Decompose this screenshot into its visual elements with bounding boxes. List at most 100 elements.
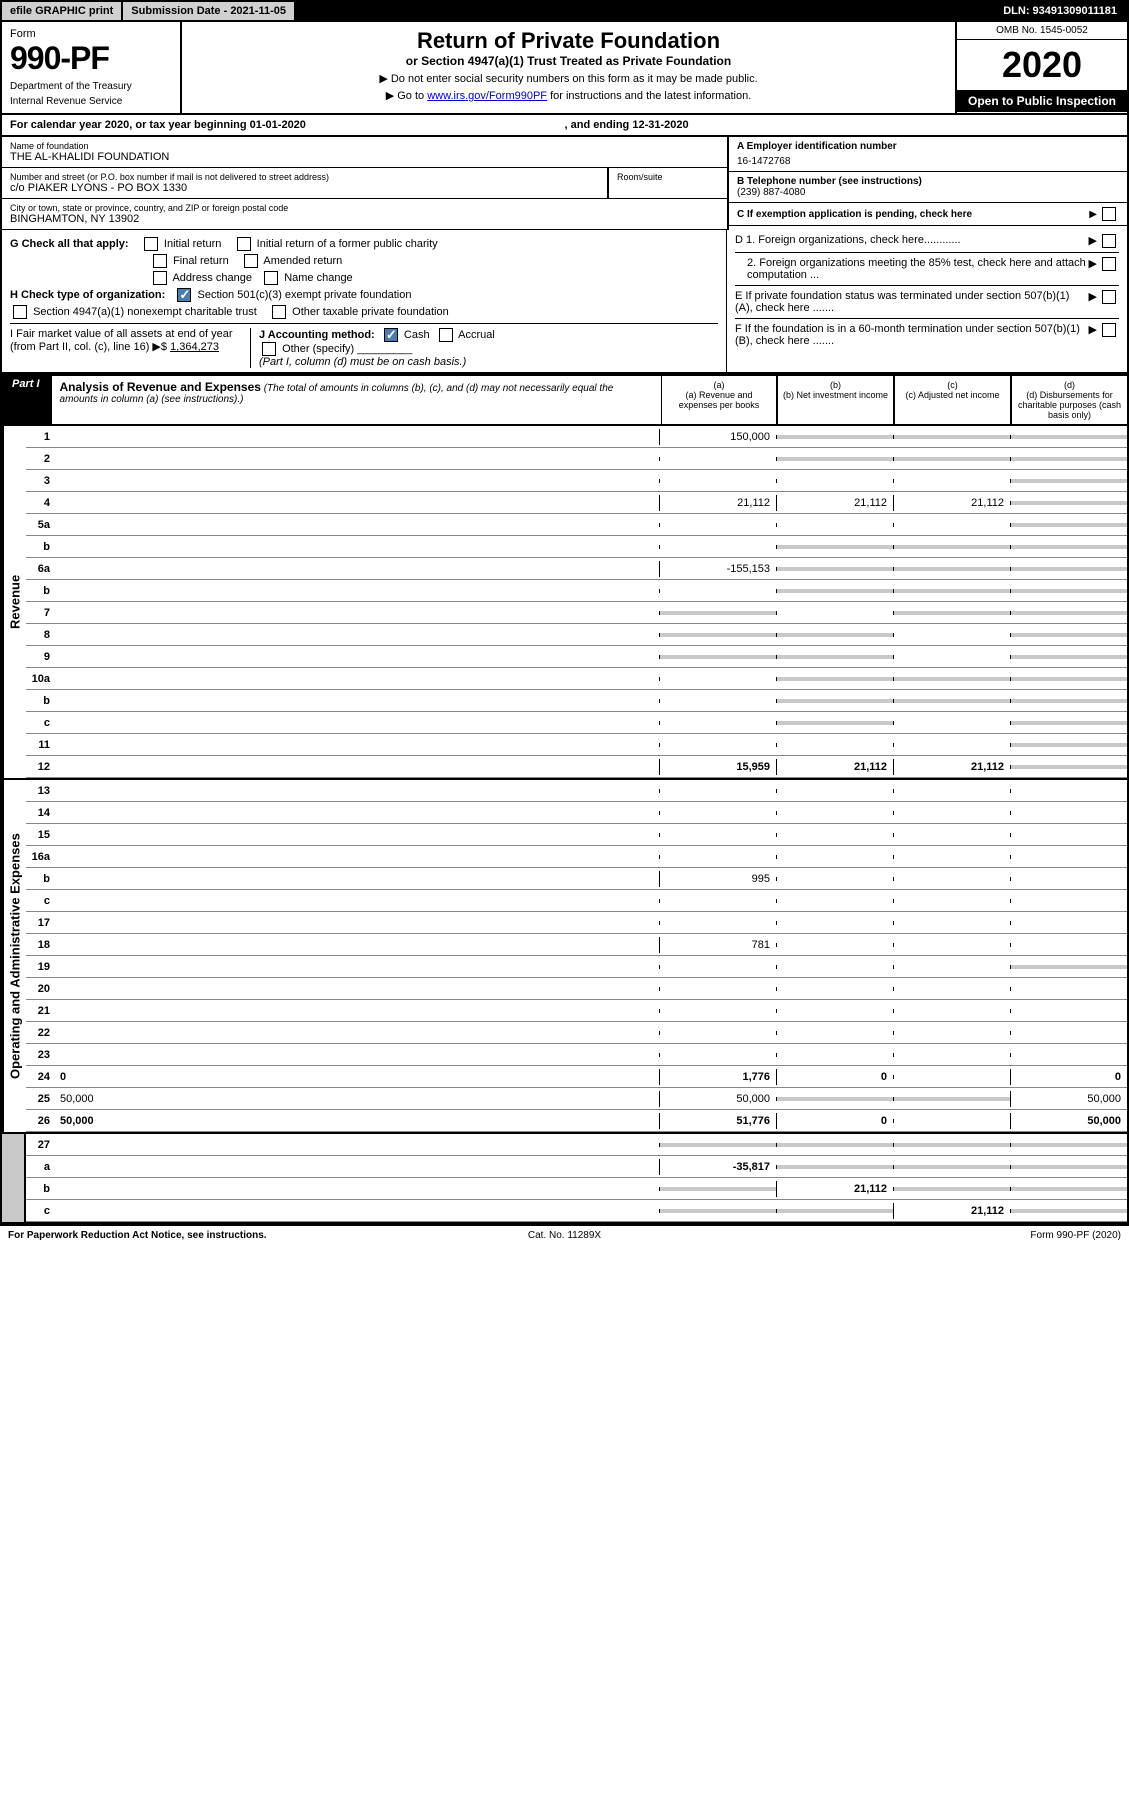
line-description	[56, 677, 659, 681]
part1-header: Part I Analysis of Revenue and Expenses …	[0, 374, 1129, 426]
expenses-section: Operating and Administrative Expenses 13…	[0, 778, 1129, 1132]
line-14: 14	[26, 802, 1127, 824]
line-description	[56, 765, 659, 769]
col-c-value	[893, 743, 1010, 747]
col-c-value	[893, 877, 1010, 881]
col-a-value	[659, 1053, 776, 1057]
col-d-header: (d)(d) Disbursements for charitable purp…	[1012, 374, 1129, 426]
h-label: H Check type of organization:	[10, 289, 165, 301]
col-d-value	[1010, 457, 1127, 461]
cash-checkbox[interactable]	[384, 328, 398, 342]
line-number: a	[26, 1161, 56, 1173]
col-a-value	[659, 677, 776, 681]
col-a-value	[659, 457, 776, 461]
line-number: b	[26, 1183, 56, 1195]
col-d-value	[1010, 943, 1127, 947]
col-b-value	[776, 855, 893, 859]
col-c-value	[893, 479, 1010, 483]
line-22: 22	[26, 1022, 1127, 1044]
col-a-value: 150,000	[659, 429, 776, 445]
col-d-value	[1010, 1187, 1127, 1191]
phone: (239) 887-4080	[737, 187, 1119, 198]
other-taxable-checkbox[interactable]	[272, 305, 286, 319]
f-checkbox[interactable]	[1102, 323, 1116, 337]
col-c-value	[893, 921, 1010, 925]
line-number: 3	[26, 475, 56, 487]
line-description	[56, 811, 659, 815]
irs-link[interactable]: www.irs.gov/Form990PF	[427, 90, 547, 102]
line-b: b	[26, 690, 1127, 712]
line-11: 11	[26, 734, 1127, 756]
form-title: Return of Private Foundation	[190, 28, 947, 54]
ein: 16-1472768	[737, 156, 1119, 167]
line-description	[56, 1053, 659, 1057]
col-b-value	[776, 567, 893, 571]
col-d-value	[1010, 1009, 1127, 1013]
col-a-value	[659, 789, 776, 793]
col-c-value	[893, 899, 1010, 903]
line-13: 13	[26, 780, 1127, 802]
address: c/o PIAKER LYONS - PO BOX 1330	[10, 182, 599, 194]
line-20: 20	[26, 978, 1127, 1000]
line-description	[56, 655, 659, 659]
line-25: 2550,00050,00050,000	[26, 1088, 1127, 1110]
line-21: 21	[26, 1000, 1127, 1022]
e-checkbox[interactable]	[1102, 290, 1116, 304]
col-a-value	[659, 479, 776, 483]
dln: DLN: 93491309011181	[296, 2, 1127, 20]
line-c: c	[26, 890, 1127, 912]
name-change-checkbox[interactable]	[264, 271, 278, 285]
line-description	[56, 1209, 659, 1213]
line-description	[56, 1031, 659, 1035]
col-a-value	[659, 833, 776, 837]
line-description	[56, 1165, 659, 1169]
col-c-value	[893, 611, 1010, 615]
col-a-value: 781	[659, 937, 776, 953]
exemption-checkbox[interactable]	[1102, 207, 1116, 221]
amended-return-checkbox[interactable]	[244, 254, 258, 268]
accounting-label: J Accounting method:	[259, 329, 375, 341]
line-number: 4	[26, 497, 56, 509]
initial-return-checkbox[interactable]	[144, 237, 158, 251]
col-a-value	[659, 811, 776, 815]
line-b: b	[26, 580, 1127, 602]
line-26: 2650,00051,776050,000	[26, 1110, 1127, 1132]
col-a-value	[659, 523, 776, 527]
line-3: 3	[26, 470, 1127, 492]
col-b-value	[776, 1143, 893, 1147]
line-description: 0	[56, 1069, 659, 1085]
line-description	[56, 567, 659, 571]
other-method-checkbox[interactable]	[262, 342, 276, 356]
final-return-checkbox[interactable]	[153, 254, 167, 268]
col-c-value	[893, 1143, 1010, 1147]
col-c-value	[893, 457, 1010, 461]
accrual-checkbox[interactable]	[439, 328, 453, 342]
address-change-checkbox[interactable]	[153, 271, 167, 285]
initial-public-checkbox[interactable]	[237, 237, 251, 251]
efile-label[interactable]: efile GRAPHIC print	[2, 2, 123, 20]
col-c-value	[893, 655, 1010, 659]
line-description	[56, 943, 659, 947]
d1-label: D 1. Foreign organizations, check here..…	[735, 234, 1087, 248]
col-c-value	[893, 1097, 1010, 1101]
line-number: 12	[26, 761, 56, 773]
col-c-value	[893, 833, 1010, 837]
col-a-value	[659, 1143, 776, 1147]
line-5a: 5a	[26, 514, 1127, 536]
line-description	[56, 611, 659, 615]
col-c-value	[893, 1075, 1010, 1079]
g-label: G Check all that apply:	[10, 238, 129, 250]
col-c-value	[893, 567, 1010, 571]
line-description	[56, 633, 659, 637]
col-c-value	[893, 965, 1010, 969]
501c3-checkbox[interactable]	[177, 288, 191, 302]
col-c-value: 21,112	[893, 495, 1010, 511]
line-number: 5a	[26, 519, 56, 531]
4947-checkbox[interactable]	[13, 305, 27, 319]
line-description	[56, 1009, 659, 1013]
col-b-value	[776, 1097, 893, 1101]
d2-checkbox[interactable]	[1102, 257, 1116, 271]
top-bar: efile GRAPHIC print Submission Date - 20…	[0, 0, 1129, 22]
d1-checkbox[interactable]	[1102, 234, 1116, 248]
col-a-value	[659, 633, 776, 637]
